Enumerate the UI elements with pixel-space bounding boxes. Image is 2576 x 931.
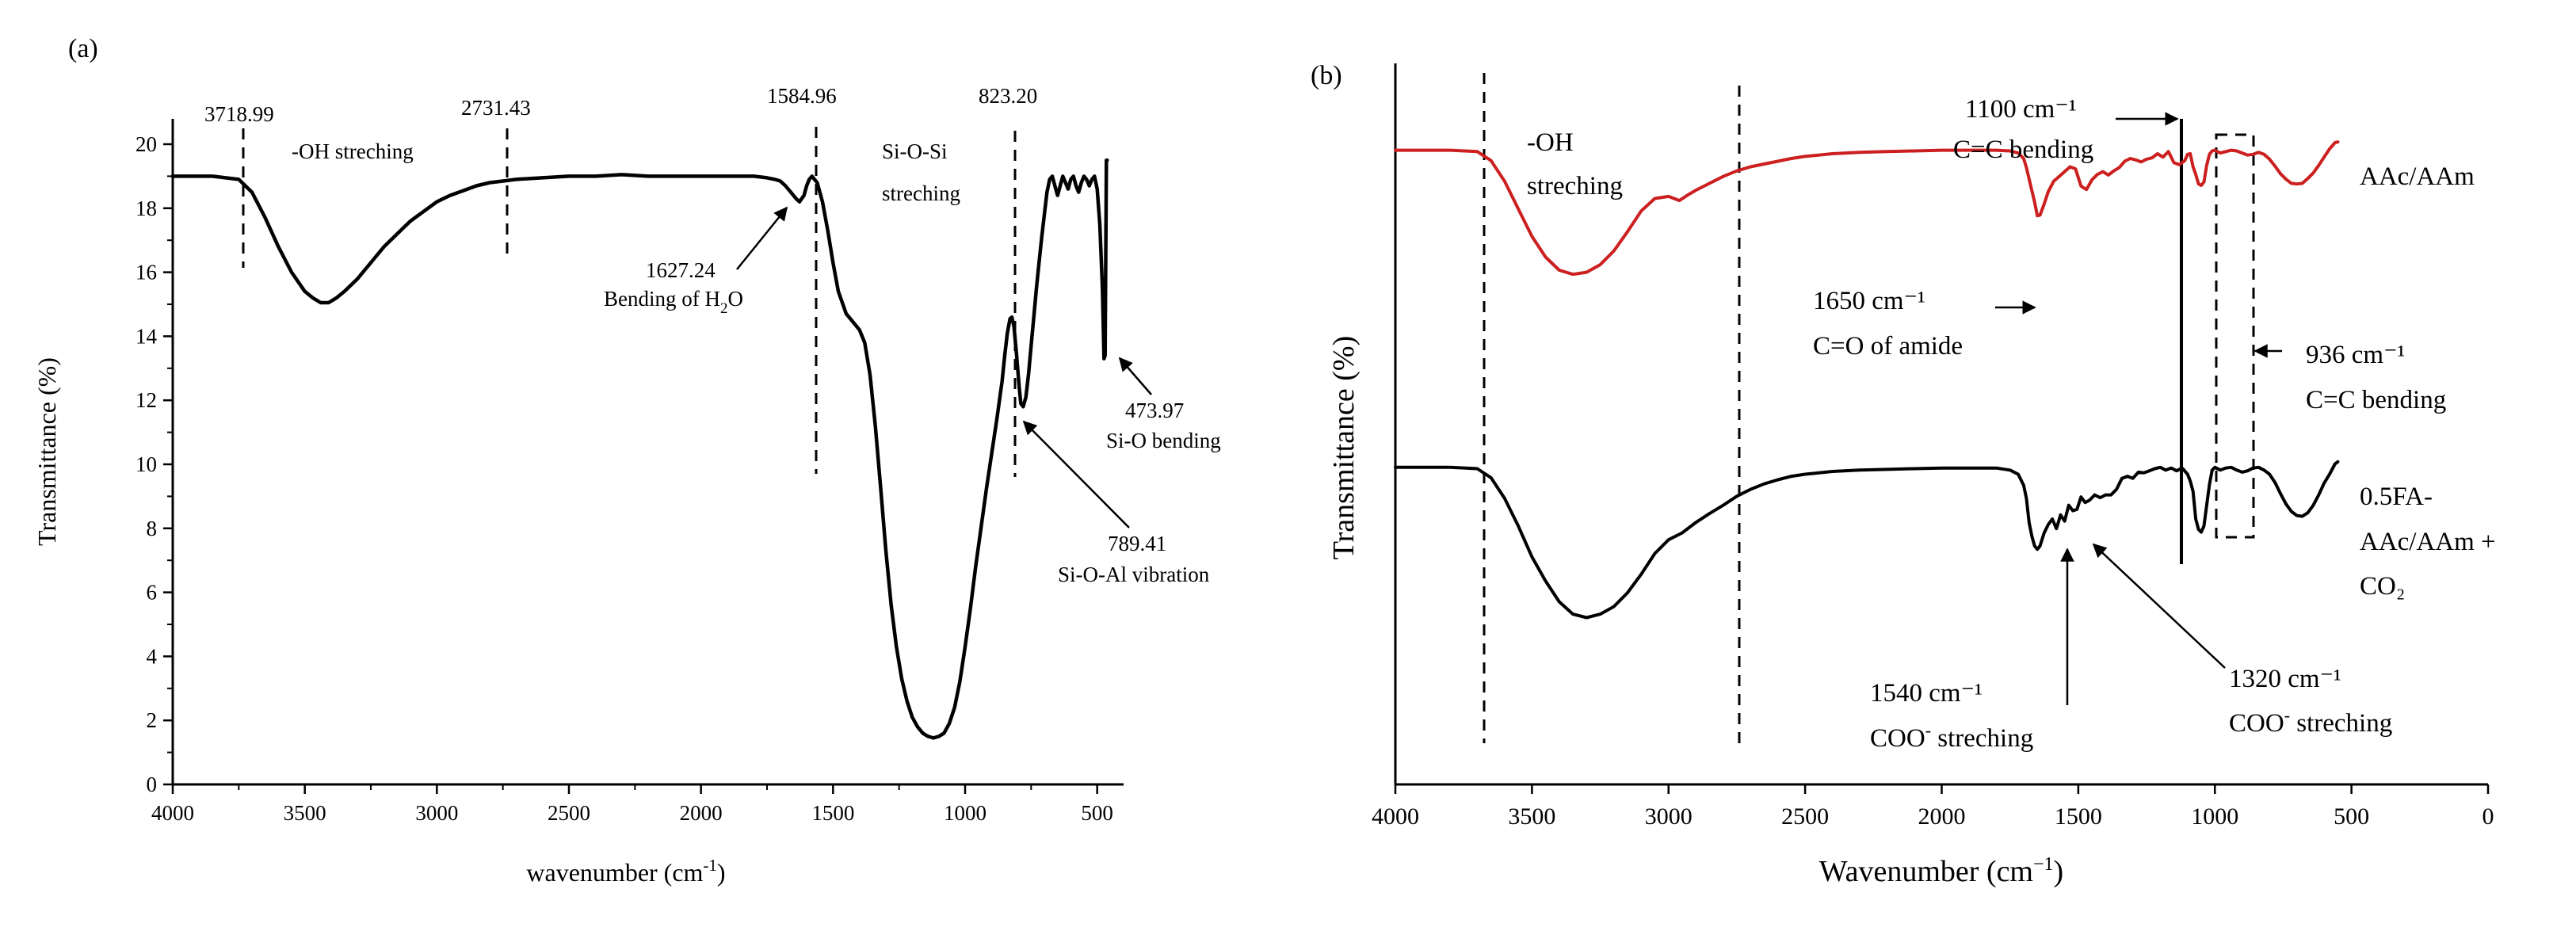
b-dashed-box-936 bbox=[2215, 133, 2255, 539]
legend-fa-line-1: 0.5FA- bbox=[2360, 483, 2433, 511]
panel-a-ytick-label: 4 bbox=[147, 644, 158, 668]
panel-a-xtick-label: 500 bbox=[1081, 801, 1113, 825]
panel-b-xtick-label: 3000 bbox=[1645, 803, 1693, 830]
panel-b-xtick-label: 3500 bbox=[1508, 803, 1555, 830]
label-1320: 1320 cm⁻¹ bbox=[2229, 665, 2341, 693]
panel-b-xtick-label: 2000 bbox=[1918, 803, 1966, 830]
panel-a-xtick-label: 3500 bbox=[284, 801, 326, 825]
panel-a-xtick-label: 1000 bbox=[944, 801, 987, 825]
panel-b-label: (b) bbox=[1311, 61, 1342, 90]
panel-a-xtick-label: 3000 bbox=[415, 801, 458, 825]
desc-936: C=C bending bbox=[2306, 386, 2446, 414]
desc-789: Si-O-Al vibration bbox=[1058, 563, 1210, 586]
panel-a-spectrum-line bbox=[170, 158, 1109, 740]
label-2731: 2731.43 bbox=[461, 96, 531, 120]
panel-b: (b) 4000 3500 3000 2500 2000 1500 1000 500 0 Tra… bbox=[1311, 61, 2496, 888]
aac-aam-spectrum-line bbox=[1394, 140, 2340, 277]
si-o-si-label: Si-O-Si bbox=[882, 139, 948, 163]
panel-a-ytick-label: 12 bbox=[135, 388, 157, 412]
panel-a-ytick-label: 8 bbox=[147, 517, 158, 540]
label-1627: 1627.24 bbox=[646, 258, 716, 282]
arrow-1320 bbox=[2092, 543, 2226, 669]
desc-1650: C=O of amide bbox=[1813, 332, 1963, 361]
panel-b-ylabel: Transmittance (%) bbox=[1327, 336, 1361, 559]
label-789: 789.41 bbox=[1108, 532, 1166, 555]
si-o-si-streching-label: streching bbox=[882, 181, 960, 205]
b-oh-label: -OH bbox=[1527, 128, 1574, 157]
oh-stretch-label: -OH streching bbox=[292, 139, 414, 163]
panel-a-ytick-label: 10 bbox=[135, 452, 157, 476]
desc-1627: Bending of H2O bbox=[604, 287, 743, 317]
label-936: 936 cm⁻¹ bbox=[2306, 341, 2405, 369]
legend-fa-line-2: AAc/AAm + bbox=[2360, 528, 2496, 556]
panel-a-ytick-label: 18 bbox=[135, 197, 157, 220]
panel-b-xtick-label: 1500 bbox=[2055, 803, 2102, 830]
panel-a-ytick-label: 0 bbox=[147, 773, 158, 796]
label-1540: 1540 cm⁻¹ bbox=[1870, 679, 1983, 708]
legend-aac-aam: AAc/AAm bbox=[2360, 162, 2475, 191]
label-1100: 1100 cm⁻¹ bbox=[1965, 95, 2077, 124]
arrow-1627 bbox=[736, 206, 788, 270]
panel-a-ytick-label: 6 bbox=[147, 581, 158, 605]
fa-aac-aam-co2-spectrum-line bbox=[1394, 460, 2340, 620]
panel-b-xlabel: Wavenumber (cm−1) bbox=[1819, 854, 2063, 888]
desc-1100: C=C bending bbox=[1953, 135, 2093, 164]
panel-b-xtick-label: 1000 bbox=[2191, 803, 2238, 830]
panel-a-ylabel: Transmittance (%) bbox=[32, 357, 61, 546]
panel-b-xtick-label: 500 bbox=[2334, 803, 2369, 830]
legend-fa-line-3: CO₂ bbox=[2360, 572, 2405, 601]
panel-b-xtick-label: 0 bbox=[2483, 803, 2494, 830]
label-1650: 1650 cm⁻¹ bbox=[1813, 287, 1925, 315]
panel-a-xtick-label: 2000 bbox=[680, 801, 723, 825]
panel-a-xtick-label: 1500 bbox=[811, 801, 854, 825]
panel-a-xtick-label: 4000 bbox=[151, 801, 194, 825]
panel-a-ticks: 0 2 4 6 8 10 12 14 16 18 20 4000 3500 3000 2500 2000 150… bbox=[135, 132, 1113, 825]
panel-a-label: (a) bbox=[68, 34, 98, 63]
label-1585: 1584.96 bbox=[767, 84, 837, 108]
panel-a-ytick-label: 20 bbox=[135, 132, 157, 156]
desc-1320: COO- streching bbox=[2229, 705, 2392, 738]
panel-a-ytick-label: 2 bbox=[147, 708, 158, 732]
panel-b-xtick-label: 4000 bbox=[1372, 803, 1419, 830]
desc-474: Si-O bending bbox=[1106, 429, 1221, 452]
arrow-474 bbox=[1118, 357, 1152, 395]
panel-a-ytick-label: 16 bbox=[135, 261, 157, 284]
panel-a-xlabel: wavenumber (cm-1) bbox=[526, 856, 725, 887]
desc-1540: COO- streching bbox=[1870, 720, 2033, 753]
label-3718: 3718.99 bbox=[204, 102, 274, 126]
b-streching-label: streching bbox=[1527, 172, 1623, 200]
arrow-789 bbox=[1022, 420, 1130, 528]
label-474: 473.97 bbox=[1125, 399, 1184, 422]
panel-b-xtick-label: 2500 bbox=[1781, 803, 1829, 830]
panel-a: (a) 0 2 4 6 8 10 12 14 16 18 20 4000 3500 3000 2500 200… bbox=[32, 34, 1221, 887]
label-823: 823.20 bbox=[979, 84, 1037, 108]
panel-b-ticks: 4000 3500 3000 2500 2000 1500 1000 500 0 bbox=[1372, 784, 2494, 830]
panel-a-ytick-label: 14 bbox=[135, 324, 158, 348]
panel-a-xtick-label: 2500 bbox=[548, 801, 590, 825]
